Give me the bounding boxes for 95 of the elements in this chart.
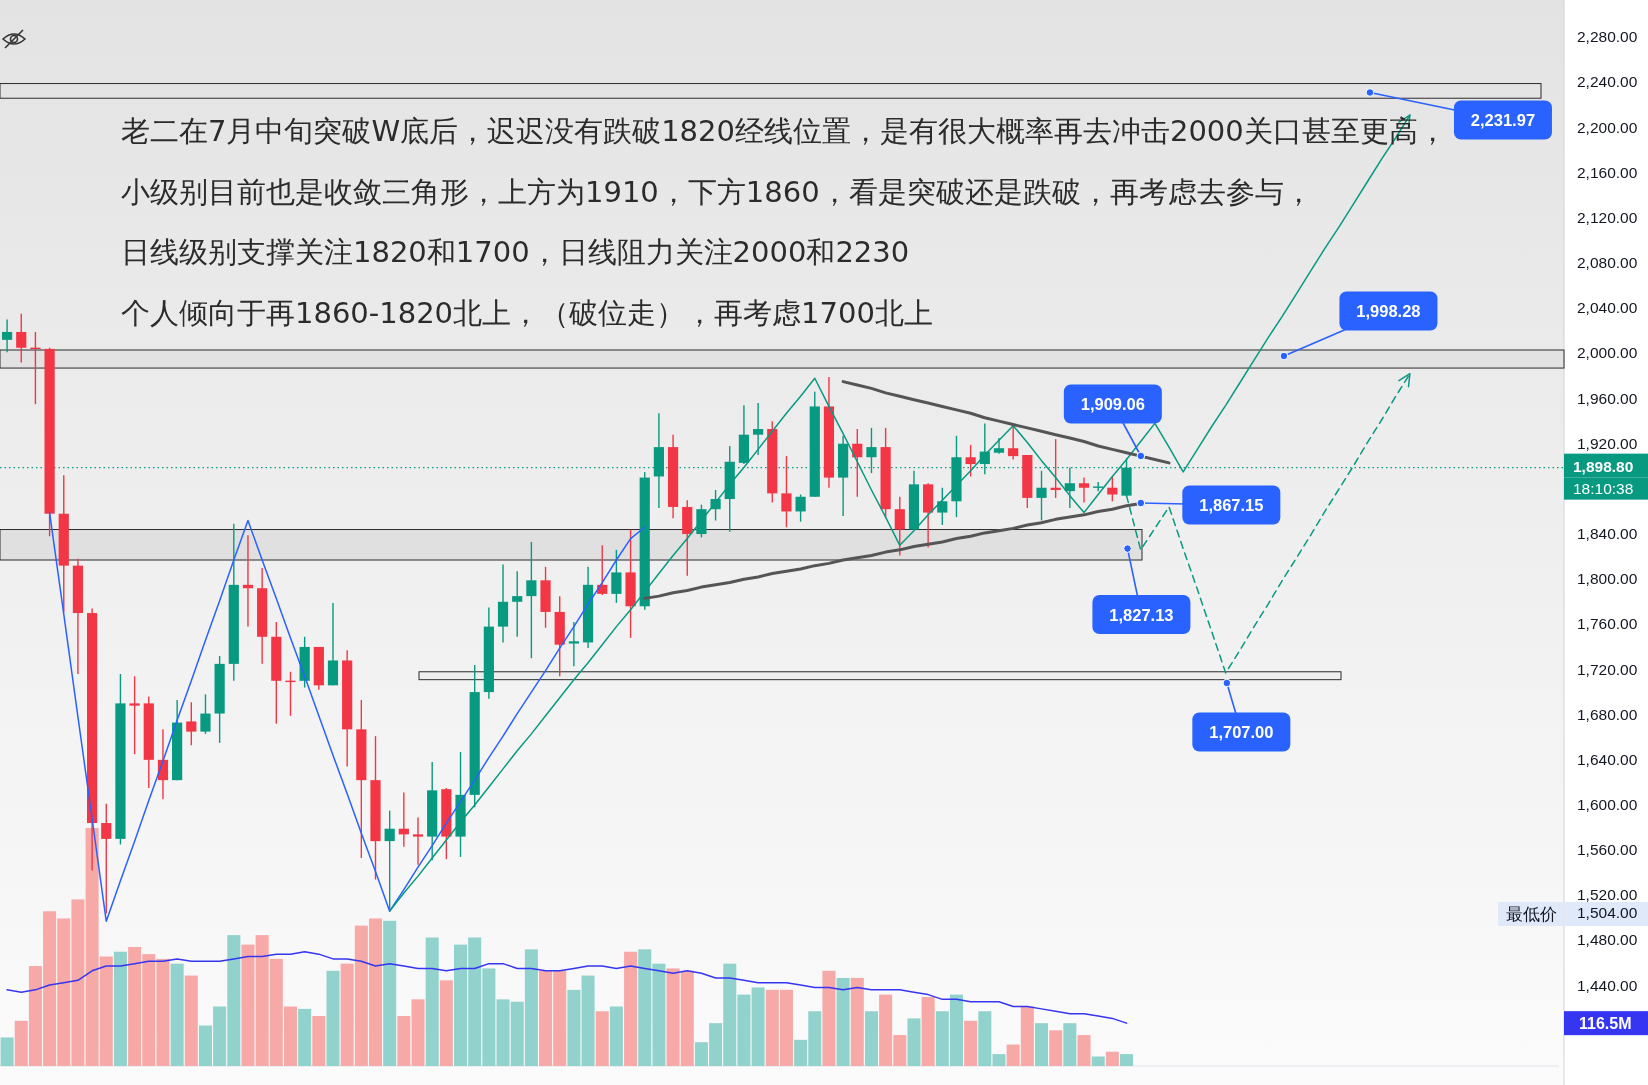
volume-average-tag: 116.5M: [1564, 1011, 1648, 1036]
y-tick-label: 1,760.00: [1577, 615, 1638, 633]
line-series: [841, 380, 1171, 465]
y-tick-label: 1,600.00: [1577, 796, 1638, 813]
annotation: 1,707.00: [1209, 723, 1274, 741]
y-tick-label: 1,920.00: [1577, 434, 1638, 452]
bar: [1034, 1023, 1049, 1066]
candlestick: [200, 693, 211, 735]
candlestick: [752, 402, 764, 456]
bar: [326, 970, 340, 1066]
annotation: 1,909.06: [1080, 395, 1145, 413]
candlestick: [781, 455, 792, 528]
y-tick-label: 2,280.00: [1577, 28, 1638, 46]
bar: [383, 920, 397, 1066]
annotation: 1,998.28: [1356, 302, 1421, 320]
y-tick-label: 1,504.00: [1577, 904, 1638, 922]
bar: [184, 975, 198, 1066]
bar: [595, 1011, 609, 1066]
y-tick-label: 1,440.00: [1577, 976, 1638, 994]
y-tick-label: 2,040.00: [1577, 299, 1638, 317]
annotation: 1,867.15: [1199, 496, 1264, 514]
annotation: 个人倾向于再1860-1820北上，（破位走），再考虑1700北上: [121, 296, 933, 330]
price-callout: 1,707.00: [1192, 678, 1291, 752]
candlestick: [1, 318, 13, 353]
bar: [907, 1018, 921, 1066]
bar: [1105, 1051, 1119, 1066]
candlestick: [937, 487, 948, 526]
candlestick: [16, 313, 27, 364]
bar: [298, 1008, 312, 1066]
candlestick: [129, 675, 140, 755]
bar: [312, 1016, 326, 1066]
y-tick-label: 1,640.00: [1577, 750, 1638, 768]
bar: [425, 937, 439, 1066]
bar: [609, 1006, 623, 1066]
bar: [170, 963, 184, 1066]
candlestick: [101, 803, 112, 915]
bar: [1049, 1030, 1063, 1066]
bar: [411, 999, 425, 1066]
candlestick: [894, 496, 905, 557]
candlestick: [412, 816, 424, 866]
y-tick-label: 1,680.00: [1577, 705, 1638, 723]
y-tick-label: 1,560.00: [1577, 841, 1638, 859]
bar: [751, 987, 765, 1066]
y-tick-label: 1,840.00: [1577, 525, 1638, 543]
candlestick: [1036, 470, 1047, 522]
bar: [864, 1011, 878, 1066]
price-callout: 1,998.28: [1279, 291, 1438, 361]
y-tick-label: 2,200.00: [1577, 118, 1638, 136]
candlestick: [611, 549, 622, 604]
price-axis-tag: 1,898.80: [1564, 453, 1648, 478]
candlestick: [186, 701, 197, 746]
ref-line-label: 1,898.80: [1573, 457, 1634, 475]
bar: [581, 975, 595, 1066]
bar: [836, 977, 850, 1066]
bar: [822, 970, 836, 1066]
line-series: [48, 511, 646, 923]
y-tick-label: 2,120.00: [1577, 208, 1638, 226]
bar: [964, 1020, 978, 1066]
countdown-tag: 18:10:38: [1564, 477, 1648, 500]
y-tick-label: 1,800.00: [1577, 570, 1638, 588]
candlestick: [568, 621, 579, 667]
candlestick: [384, 809, 395, 910]
y-tick-label: 2,240.00: [1577, 73, 1638, 91]
annotation: 1,827.13: [1109, 605, 1174, 624]
annotation: 2,231.97: [1470, 111, 1536, 129]
price-callout: 1,827.13: [1092, 544, 1191, 634]
bar: [1063, 1023, 1077, 1066]
bar: [0, 1037, 14, 1066]
bar: [921, 996, 935, 1066]
y-tick-label: 1,960.00: [1577, 389, 1638, 407]
bar: [113, 951, 127, 1066]
bar: [1120, 1054, 1134, 1066]
annotation: 日线级别支撑关注1820和1700，日线阻力关注2000和2230: [121, 235, 910, 269]
candlestick: [526, 541, 537, 659]
candlestick: [965, 444, 976, 478]
y-tick-label: 1,520.00: [1577, 886, 1638, 904]
bar: [624, 951, 638, 1066]
y-tick-label: 2,000.00: [1577, 344, 1638, 362]
y-tick-label: 2,160.00: [1577, 163, 1638, 181]
candlestick: [1107, 475, 1118, 502]
candlestick: [1078, 476, 1090, 504]
bar: [439, 980, 453, 1066]
candlestick: [1093, 481, 1104, 492]
bar: [567, 989, 581, 1066]
bar: [1077, 1035, 1091, 1066]
bar: [1091, 1056, 1105, 1066]
annotation: 最低价: [1505, 904, 1557, 924]
y-tick-label: 2,080.00: [1577, 254, 1638, 272]
bar: [850, 977, 864, 1066]
bar: [397, 1016, 411, 1066]
y-tick-label: 1,480.00: [1577, 931, 1638, 949]
annotation: 小级别目前也是收敛三角形，上方为1910，下方1860，看是突破还是跌破，再考虑去参与，: [121, 175, 1313, 209]
candlestick: [795, 493, 806, 523]
candlestick: [512, 570, 523, 638]
y-tick-label: 1,720.00: [1577, 660, 1638, 678]
